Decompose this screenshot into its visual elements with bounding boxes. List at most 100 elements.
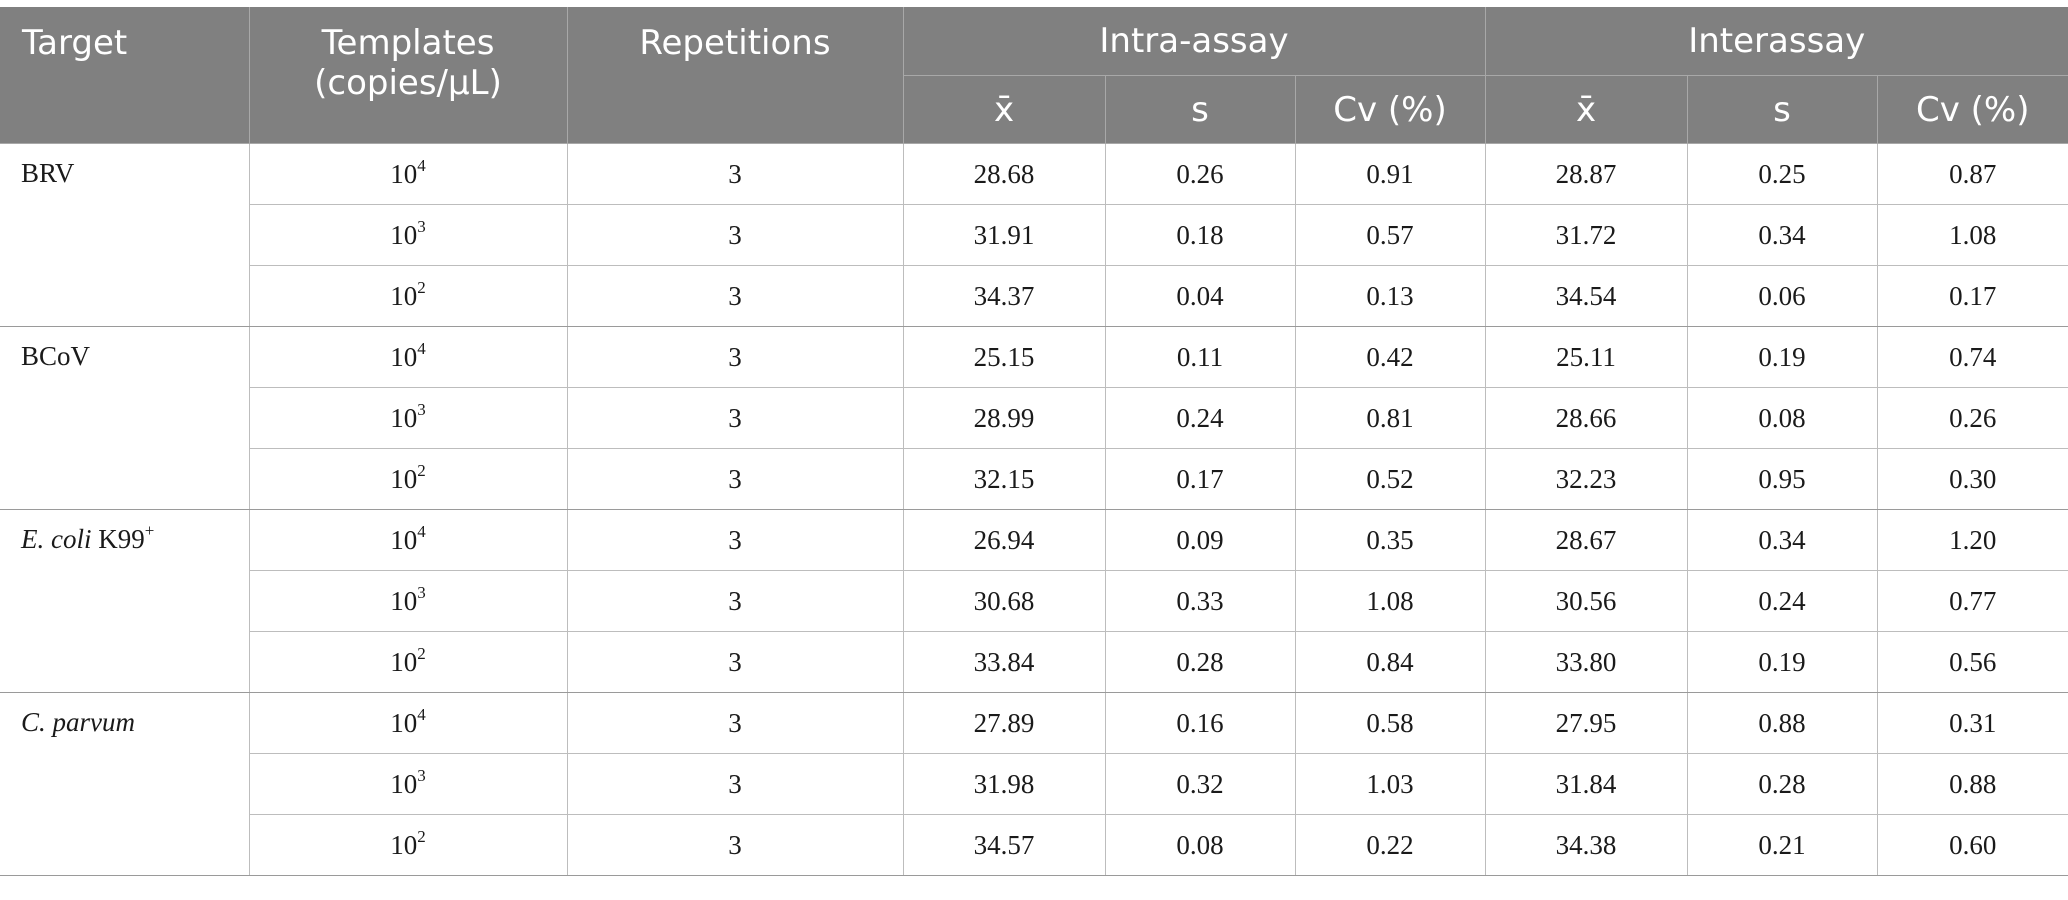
intra-cv-cell: 0.84: [1295, 631, 1486, 693]
templates-base: 10: [390, 341, 418, 372]
intra-cv-cell: 1.08: [1295, 570, 1486, 632]
header-inter-mean: x̄: [1485, 75, 1688, 144]
repetitions-cell: 3: [567, 509, 904, 571]
table-row: 103 3 31.98 0.32 1.03 31.84 0.28 0.88: [0, 753, 2068, 815]
intra-sd-cell: 0.33: [1105, 570, 1296, 632]
inter-sd-cell: 0.25: [1687, 143, 1878, 205]
header-templates: Templates (copies/μL): [249, 7, 568, 144]
table-row: 102 3 32.15 0.17 0.52 32.23 0.95 0.30: [0, 448, 2068, 510]
intra-sd-cell: 0.32: [1105, 753, 1296, 815]
templates-exponent: 2: [417, 643, 426, 663]
target-name-italic: C. parvum: [21, 707, 135, 737]
templates-base: 10: [390, 524, 418, 555]
intra-mean-cell: 32.15: [903, 448, 1106, 510]
assay-table: Target Templates (copies/μL) Repetitions…: [0, 7, 2068, 876]
templates-cell: 102: [249, 448, 568, 510]
inter-cv-cell: 0.87: [1877, 143, 2068, 205]
table-body: BRV 104 3 28.68 0.26 0.91 28.87 0.25 0.87 103 3 31.…: [0, 143, 2068, 876]
target-name: BRV: [21, 158, 75, 188]
intra-mean-cell: 31.91: [903, 204, 1106, 266]
inter-sd-cell: 0.95: [1687, 448, 1878, 510]
templates-cell: 103: [249, 753, 568, 815]
inter-cv-cell: 1.20: [1877, 509, 2068, 571]
inter-cv-cell: 0.88: [1877, 753, 2068, 815]
target-cell: E. coli K99+: [0, 509, 250, 693]
header-repetitions: Repetitions: [567, 7, 904, 144]
repetitions-cell: 3: [567, 143, 904, 205]
header-inter-sd: s: [1687, 75, 1878, 144]
intra-sd-cell: 0.16: [1105, 692, 1296, 754]
templates-base: 10: [390, 585, 418, 616]
templates-cell: 104: [249, 692, 568, 754]
intra-mean-cell: 33.84: [903, 631, 1106, 693]
inter-cv-cell: 0.77: [1877, 570, 2068, 632]
inter-sd-cell: 0.08: [1687, 387, 1878, 449]
templates-exponent: 4: [417, 338, 426, 358]
templates-base: 10: [390, 158, 418, 189]
intra-sd-cell: 0.24: [1105, 387, 1296, 449]
inter-mean-cell: 28.67: [1485, 509, 1688, 571]
templates-base: 10: [390, 768, 418, 799]
header-intra-cv: Cv (%): [1295, 75, 1486, 144]
table-row: BRV 104 3 28.68 0.26 0.91 28.87 0.25 0.87: [0, 143, 2068, 327]
header-interassay: Interassay: [1485, 7, 2068, 76]
templates-exponent: 4: [417, 704, 426, 724]
templates-exponent: 2: [417, 460, 426, 480]
intra-sd-cell: 0.08: [1105, 814, 1296, 876]
templates-base: 10: [390, 280, 418, 311]
templates-cell: 103: [249, 204, 568, 266]
inter-sd-cell: 0.28: [1687, 753, 1878, 815]
table-row: C. parvum 104 3 27.89 0.16 0.58 27.95 0.88 0.31: [0, 692, 2068, 876]
templates-exponent: 4: [417, 521, 426, 541]
templates-base: 10: [390, 219, 418, 250]
templates-cell: 104: [249, 509, 568, 571]
inter-cv-cell: 0.60: [1877, 814, 2068, 876]
intra-cv-cell: 1.03: [1295, 753, 1486, 815]
target-name: BCoV: [21, 341, 91, 371]
repetitions-cell: 3: [567, 570, 904, 632]
intra-mean-cell: 27.89: [903, 692, 1106, 754]
intra-mean-cell: 30.68: [903, 570, 1106, 632]
header-intra-mean: x̄: [903, 75, 1106, 144]
templates-base: 10: [390, 402, 418, 433]
table-row: 102 3 33.84 0.28 0.84 33.80 0.19 0.56: [0, 631, 2068, 693]
inter-sd-cell: 0.19: [1687, 326, 1878, 388]
target-name-superscript: +: [144, 521, 155, 540]
table-row: 103 3 28.99 0.24 0.81 28.66 0.08 0.26: [0, 387, 2068, 449]
repetitions-cell: 3: [567, 753, 904, 815]
inter-cv-cell: 0.74: [1877, 326, 2068, 388]
inter-mean-cell: 30.56: [1485, 570, 1688, 632]
inter-sd-cell: 0.24: [1687, 570, 1878, 632]
inter-sd-cell: 0.21: [1687, 814, 1878, 876]
templates-base: 10: [390, 707, 418, 738]
intra-cv-cell: 0.81: [1295, 387, 1486, 449]
intra-mean-cell: 26.94: [903, 509, 1106, 571]
intra-mean-cell: 28.99: [903, 387, 1106, 449]
header-intra-assay: Intra-assay: [903, 7, 1486, 76]
target-name-suffix: K99: [91, 524, 145, 554]
intra-sd-cell: 0.11: [1105, 326, 1296, 388]
templates-cell: 102: [249, 814, 568, 876]
table-row: 102 3 34.57 0.08 0.22 34.38 0.21 0.60: [0, 814, 2068, 876]
repetitions-cell: 3: [567, 631, 904, 693]
inter-mean-cell: 28.87: [1485, 143, 1688, 205]
intra-cv-cell: 0.35: [1295, 509, 1486, 571]
header-intra-sd: s: [1105, 75, 1296, 144]
intra-sd-cell: 0.28: [1105, 631, 1296, 693]
table-header: Target Templates (copies/μL) Repetitions…: [0, 7, 2068, 144]
inter-sd-cell: 0.34: [1687, 509, 1878, 571]
target-cell: BRV: [0, 143, 250, 327]
intra-mean-cell: 31.98: [903, 753, 1106, 815]
intra-mean-cell: 34.57: [903, 814, 1106, 876]
templates-cell: 103: [249, 570, 568, 632]
inter-mean-cell: 34.38: [1485, 814, 1688, 876]
repetitions-cell: 3: [567, 387, 904, 449]
intra-sd-cell: 0.26: [1105, 143, 1296, 205]
templates-cell: 102: [249, 631, 568, 693]
inter-cv-cell: 0.56: [1877, 631, 2068, 693]
header-target: Target: [0, 7, 250, 144]
intra-mean-cell: 28.68: [903, 143, 1106, 205]
intra-cv-cell: 0.22: [1295, 814, 1486, 876]
table-row: BCoV 104 3 25.15 0.11 0.42 25.11 0.19 0.74: [0, 326, 2068, 510]
target-name-italic: E. coli: [21, 524, 92, 554]
